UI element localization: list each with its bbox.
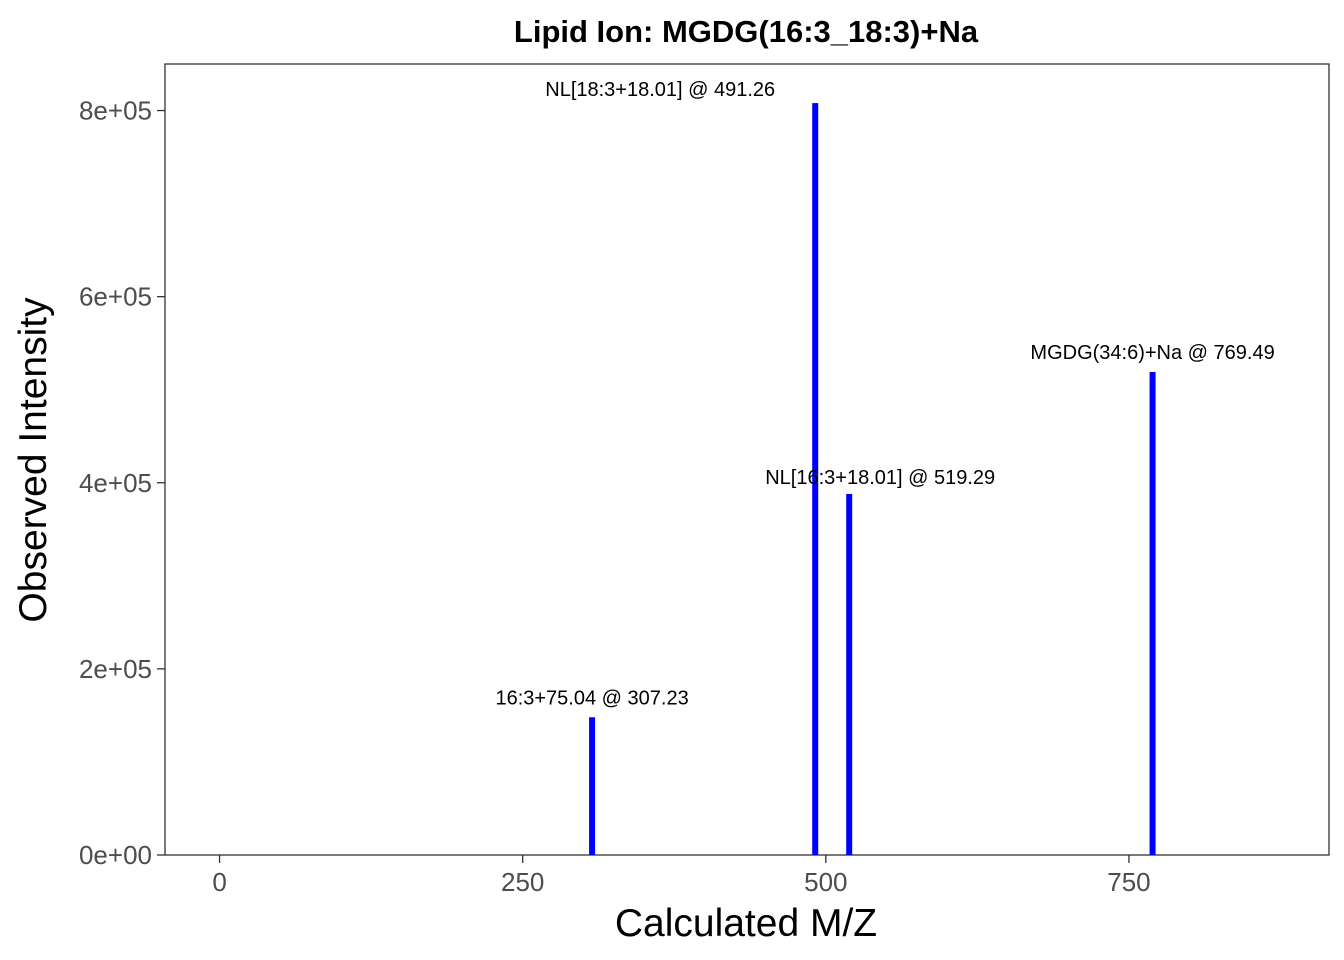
peak-label: 16:3+75.04 @ 307.23 — [495, 687, 688, 709]
y-tick-label: 6e+05 — [79, 282, 152, 312]
x-axis-title: Calculated M/Z — [615, 902, 877, 945]
peak-bars — [589, 103, 1156, 855]
peak-labels: 16:3+75.04 @ 307.23 NL[18:3+18.01] @ 491.… — [495, 79, 1274, 709]
x-axis: 0 250 500 750 — [212, 855, 1151, 897]
y-tick-label: 0e+00 — [79, 840, 152, 870]
plot-panel — [164, 63, 1330, 856]
peak-label: NL[16:3+18.01] @ 519.29 — [765, 467, 995, 489]
peak-bar — [812, 103, 819, 855]
y-tick-label: 4e+05 — [79, 468, 152, 498]
x-tick-label: 250 — [501, 867, 544, 897]
peak-label: MGDG(34:6)+Na @ 769.49 — [1030, 342, 1274, 364]
x-tick-label: 500 — [804, 867, 847, 897]
chart-title: Lipid Ion: MGDG(16:3_18:3)+Na — [514, 14, 979, 49]
x-tick-label: 750 — [1107, 867, 1150, 897]
peak-label: NL[18:3+18.01] @ 491.26 — [545, 79, 775, 101]
peak-bar — [1149, 372, 1156, 855]
y-axis: 0e+00 2e+05 4e+05 6e+05 8e+05 — [79, 96, 165, 870]
x-tick-label: 0 — [212, 867, 226, 897]
y-tick-label: 8e+05 — [79, 96, 152, 126]
peak-bar — [846, 493, 853, 855]
y-tick-label: 2e+05 — [79, 654, 152, 684]
peak-bar — [589, 717, 596, 855]
y-axis-title: Observed Intensity — [12, 297, 55, 623]
